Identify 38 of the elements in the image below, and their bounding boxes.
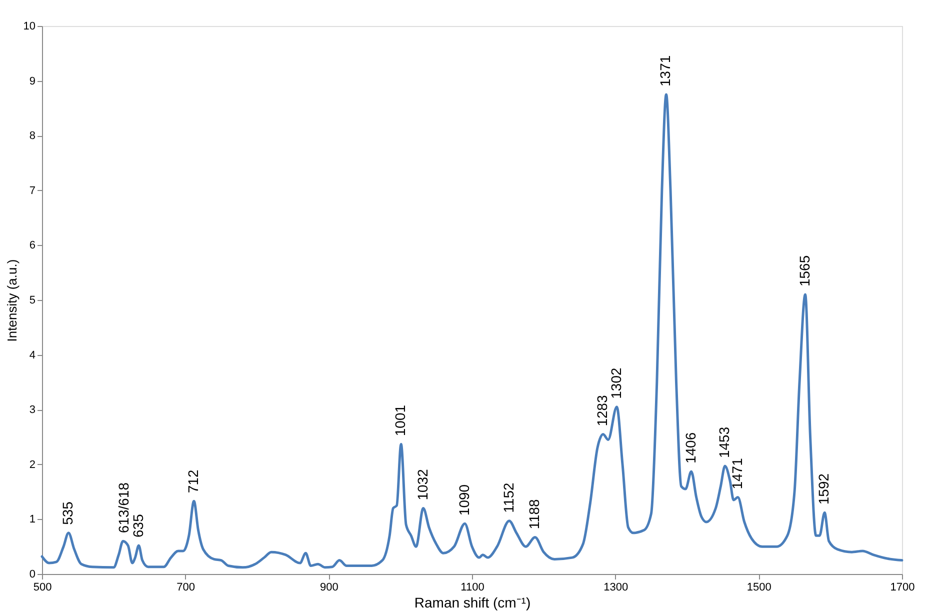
annotation: 535 [60, 501, 76, 525]
annotation: 1001 [392, 404, 408, 436]
y-axis-title: Intensity (a.u.) [4, 259, 20, 342]
x-tick-label: 1700 [890, 582, 915, 594]
annotation: 1032 [414, 468, 430, 500]
annotation: 1283 [594, 394, 610, 426]
x-tick-label: 700 [176, 582, 196, 594]
line-series [40, 93, 904, 569]
annotation: 1371 [657, 55, 674, 86]
annotation: 1188 [526, 498, 542, 530]
y-tick-label: 0 [29, 568, 36, 580]
annotation: 1152 [500, 482, 516, 513]
y-tick-label: 6 [29, 240, 36, 252]
annotation: 1453 [716, 426, 732, 458]
annotation: 1090 [456, 484, 472, 516]
annotation: 1302 [608, 368, 624, 399]
x-tick-label: 1100 [460, 582, 484, 594]
x-tick-label: 1500 [746, 582, 772, 594]
y-tick-label: 7 [29, 184, 36, 197]
y-tick-label: 9 [29, 75, 36, 88]
annotation: 613/618 [115, 482, 132, 534]
y-tick-label: 2 [29, 458, 36, 471]
annotation: 1592 [816, 473, 832, 505]
x-axis-title: Raman shift (cm⁻¹) [414, 594, 531, 610]
y-tick-label: 10 [23, 20, 36, 32]
y-tick-label: 1 [29, 514, 36, 526]
annotation: 1406 [682, 432, 698, 464]
x-tick-label: 500 [33, 582, 52, 594]
annotation: 1471 [728, 458, 745, 490]
annotation: 712 [184, 470, 201, 494]
y-tick-label: 4 [29, 349, 36, 362]
y-tick-label: 5 [29, 294, 36, 306]
y-tick-label: 3 [29, 404, 36, 416]
y-tick-label: 8 [29, 130, 36, 142]
x-tick-label: 900 [320, 582, 338, 594]
x-tick-label: 1300 [604, 582, 628, 594]
annotation: 635 [130, 514, 146, 538]
annotation: 1565 [796, 255, 812, 287]
